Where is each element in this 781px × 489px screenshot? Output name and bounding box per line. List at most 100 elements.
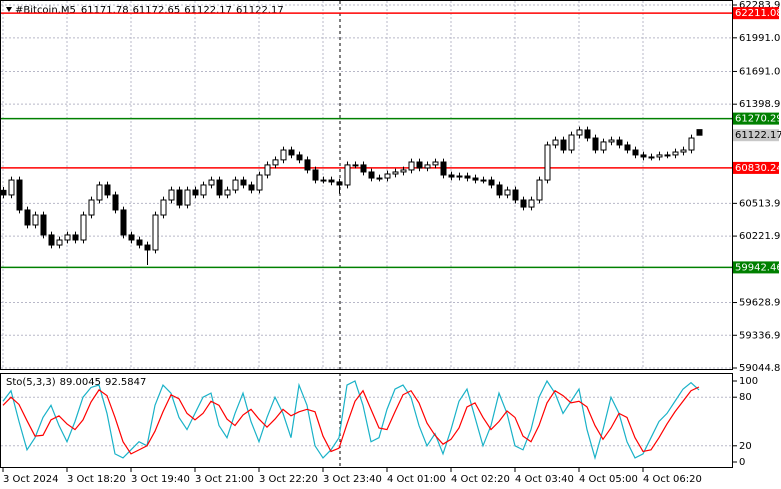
level-label: 62211.08 xyxy=(735,8,781,19)
candle-body xyxy=(400,169,407,173)
candle-body xyxy=(448,174,455,178)
candle-body xyxy=(648,156,655,159)
candle-body xyxy=(376,177,383,180)
candle-body xyxy=(440,161,447,176)
level-label: 60830.24 xyxy=(735,163,781,174)
x-tick-label: 4 Oct 03:40 xyxy=(515,474,574,485)
candle-body xyxy=(112,194,119,211)
level-label-box xyxy=(733,7,779,20)
candle-body xyxy=(488,179,495,186)
x-tick-label: 3 Oct 21:00 xyxy=(195,474,254,485)
chart-title: #Bitcoin,M5 61171.78 61172.65 61122.17 61122… xyxy=(15,5,284,16)
candle-body xyxy=(120,209,127,236)
candle-body xyxy=(664,154,671,157)
candle-body xyxy=(600,141,607,151)
x-tick-label: 3 Oct 22:20 xyxy=(259,474,318,485)
candle-body xyxy=(192,189,199,196)
ohlc-high: 61172.65 xyxy=(133,5,181,16)
indicator-name: Sto(5,3,3) xyxy=(6,377,56,388)
candle-body xyxy=(0,189,7,196)
y-tick-label: 60513.95 xyxy=(739,198,781,209)
indicator-title: Sto(5,3,3) 89.0045 92.5847 xyxy=(6,377,146,388)
menu-arrow xyxy=(6,7,12,12)
candle-body xyxy=(576,129,583,136)
y-tick-label: 100 xyxy=(739,376,758,387)
candle-body xyxy=(208,179,215,186)
candle-body xyxy=(360,164,367,173)
candle-body xyxy=(104,184,111,196)
candle-body xyxy=(680,149,687,153)
candle-body xyxy=(424,164,431,169)
candle-body xyxy=(40,214,47,236)
candle-body xyxy=(232,179,239,191)
candle-body xyxy=(456,175,463,178)
candle-body xyxy=(336,181,343,186)
candle-body xyxy=(264,164,271,176)
candle-body xyxy=(472,177,479,181)
candle-body xyxy=(464,175,471,179)
candle-body xyxy=(624,144,631,151)
candle-body xyxy=(56,239,63,246)
candle-body xyxy=(496,184,503,196)
level-label: 61270.29 xyxy=(735,114,781,125)
candle-body xyxy=(672,151,679,156)
candle-body xyxy=(640,154,647,158)
symbol: #Bitcoin,M5 xyxy=(15,5,76,16)
candle-body xyxy=(536,179,543,201)
candle-body xyxy=(88,199,95,216)
y-tick-label: 60221.90 xyxy=(739,231,781,242)
candle-body xyxy=(280,149,287,161)
signal-value: 92.5847 xyxy=(105,377,146,388)
candle-body xyxy=(16,179,23,211)
candle-body xyxy=(224,189,231,196)
candle-body xyxy=(504,189,511,196)
x-tick-label: 3 Oct 2024 xyxy=(3,474,58,485)
candle-body xyxy=(272,159,279,166)
candle-body xyxy=(216,179,223,196)
candle-body xyxy=(312,169,319,181)
level-label-box xyxy=(733,261,779,274)
candle-body xyxy=(128,234,135,241)
y-tick-label: 61398.95 xyxy=(739,99,781,110)
candle-body xyxy=(200,184,207,196)
ohlc-open: 61171.78 xyxy=(81,5,129,16)
x-tick-label: 4 Oct 01:00 xyxy=(387,474,446,485)
candle-body xyxy=(408,161,415,171)
candle-body xyxy=(560,139,567,151)
y-tick-label: 62283.95 xyxy=(739,0,781,11)
y-tick-label: 0 xyxy=(739,457,745,468)
candle-body xyxy=(632,149,639,156)
price-label-box xyxy=(733,129,779,142)
y-tick-label: 61691.00 xyxy=(739,66,781,77)
x-tick-label: 3 Oct 23:40 xyxy=(323,474,382,485)
candle-body xyxy=(32,214,39,226)
candle-body xyxy=(480,179,487,182)
candle-body xyxy=(168,189,175,201)
level-label-box xyxy=(733,112,779,125)
candle-body xyxy=(592,137,599,151)
candle-body xyxy=(248,184,255,191)
x-tick-label: 4 Oct 02:20 xyxy=(451,474,510,485)
main-panel xyxy=(0,0,733,370)
candle-body xyxy=(304,159,311,171)
y-tick-label: 80 xyxy=(739,392,752,403)
candle-body xyxy=(288,149,295,156)
candle-body xyxy=(328,179,335,183)
price-label: 61122.17 xyxy=(735,130,781,141)
candle-body xyxy=(512,189,519,201)
candle-body xyxy=(48,234,55,246)
candle-body xyxy=(136,239,143,246)
candle-body xyxy=(240,179,247,186)
candle-body xyxy=(8,179,15,196)
x-tick-label: 4 Oct 05:00 xyxy=(579,474,638,485)
y-tick-label: 20 xyxy=(739,441,752,452)
candle-body xyxy=(416,161,423,169)
level-label-box xyxy=(733,161,779,174)
y-tick-label: 59336.90 xyxy=(739,330,781,341)
candle-body xyxy=(184,189,191,206)
candle-body xyxy=(72,234,79,241)
candle-body xyxy=(432,161,439,166)
candle-body xyxy=(160,199,167,216)
